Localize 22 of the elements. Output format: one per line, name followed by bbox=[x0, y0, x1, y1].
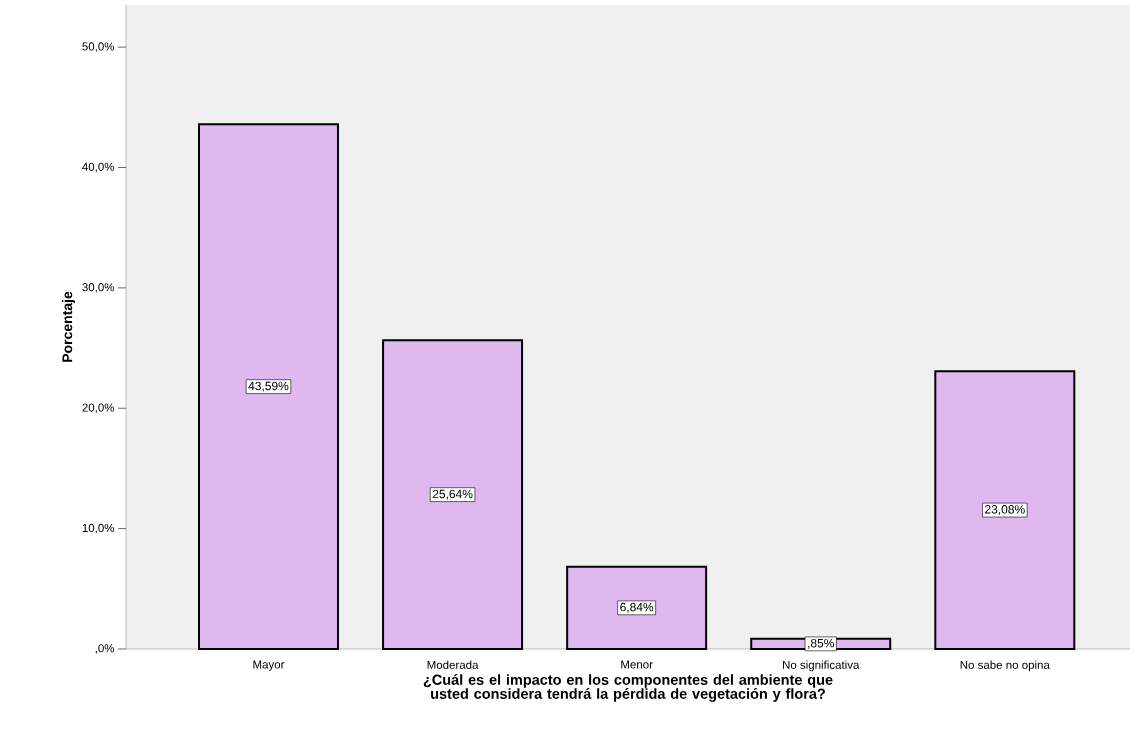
data-label: 6,84% bbox=[620, 602, 654, 613]
data-label: 25,64% bbox=[432, 489, 473, 500]
x-tick-label: Mayor bbox=[253, 660, 285, 671]
y-axis-title: Porcentaje bbox=[61, 291, 75, 362]
x-tick-label: Moderada bbox=[427, 660, 479, 669]
y-tick-label: 20,0% bbox=[82, 403, 115, 413]
y-tick-label: 50,0% bbox=[82, 42, 115, 52]
data-label: 43,59% bbox=[248, 381, 289, 392]
data-label: 23,08% bbox=[985, 505, 1025, 516]
bar bbox=[198, 123, 339, 650]
data-label: ,85% bbox=[808, 638, 834, 649]
y-tick-label: ,0% bbox=[95, 644, 115, 654]
x-tick-label: No sabe no opina bbox=[960, 660, 1050, 672]
y-tick-label: 30,0% bbox=[82, 283, 115, 293]
x-axis-title: ¿Cuál es el impacto en los componentes del ambiente que usted considera tendrá la pérdida de vegetación y flora? bbox=[423, 674, 833, 702]
x-tick-label: Menor bbox=[621, 660, 653, 669]
y-tick-label: 10,0% bbox=[82, 523, 115, 534]
x-tick-label: No significativa bbox=[783, 660, 860, 672]
bar bbox=[382, 339, 524, 650]
y-tick-label: 40,0% bbox=[82, 162, 115, 173]
bar bbox=[566, 565, 708, 650]
bar bbox=[934, 370, 1076, 650]
